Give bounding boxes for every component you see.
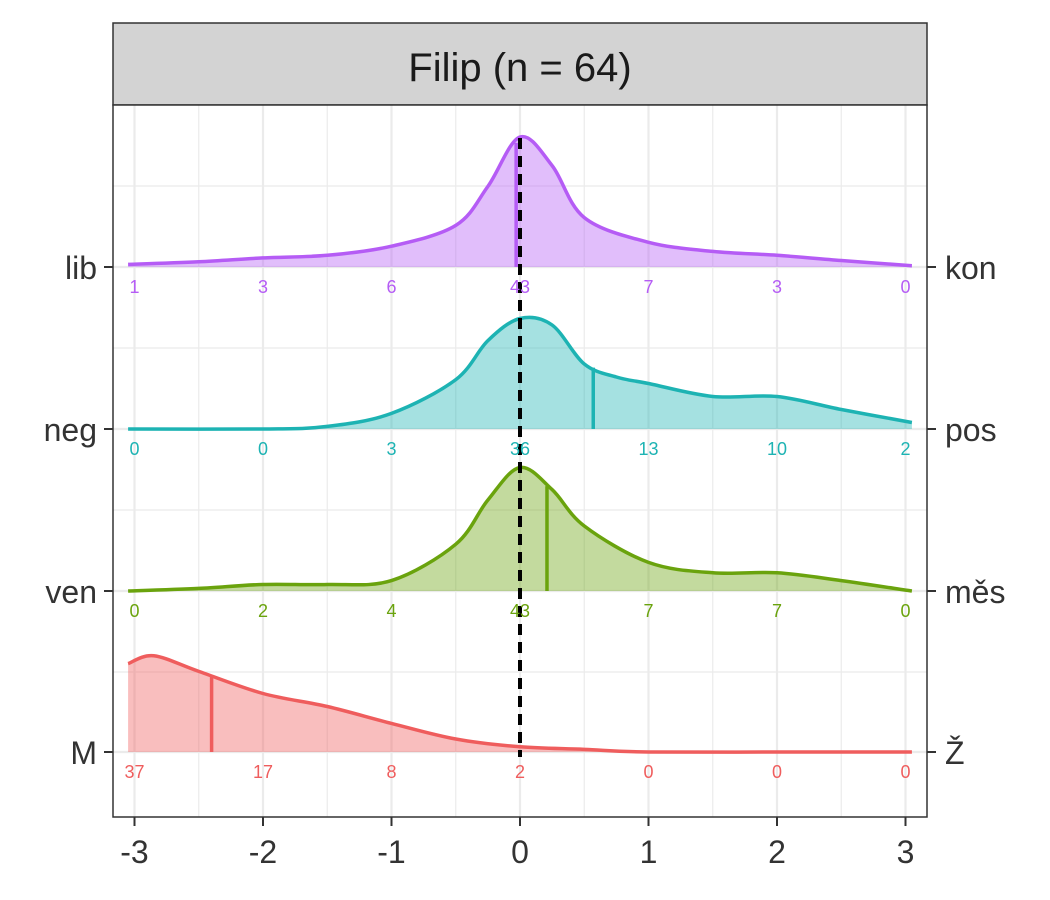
x-tick-label: 1 <box>640 834 658 870</box>
count-label: 7 <box>643 277 653 297</box>
count-label: 6 <box>386 277 396 297</box>
facet-strip <box>112 22 928 106</box>
ridge-area <box>128 467 912 591</box>
count-label: 0 <box>900 762 910 782</box>
x-tick-label: 0 <box>511 834 529 870</box>
count-label: 37 <box>124 762 144 782</box>
count-label: 2 <box>515 762 525 782</box>
count-label: 2 <box>900 439 910 459</box>
x-tick-label: -2 <box>249 834 277 870</box>
ridge-line <box>128 315 913 431</box>
count-label: 0 <box>772 762 782 782</box>
count-label: 3 <box>258 277 268 297</box>
y-label-left: ven <box>45 574 97 610</box>
ridge-line <box>127 653 912 754</box>
ridge-area <box>128 655 912 753</box>
count-label: 8 <box>386 762 396 782</box>
count-label: 4 <box>386 601 396 621</box>
count-label: 13 <box>638 439 658 459</box>
count-label: 0 <box>258 439 268 459</box>
count-label: 0 <box>129 439 139 459</box>
y-label-left: M <box>70 735 97 771</box>
y-label-right: měs <box>945 574 1005 610</box>
count-label: 43 <box>510 601 530 621</box>
count-label: 3 <box>772 277 782 297</box>
x-tick-label: -3 <box>120 834 148 870</box>
count-label: 3 <box>386 439 396 459</box>
y-label-right: Ž <box>945 735 965 771</box>
y-label-right: pos <box>945 412 997 448</box>
x-tick-label: 2 <box>768 834 786 870</box>
panel-title: Filip (n = 64) <box>408 46 631 90</box>
count-label: 0 <box>129 601 139 621</box>
ridge-line <box>128 134 913 268</box>
count-labels: 1 3 6 43 7 3 00 0 3 36 13 10 20 2 4 43 7 7 037 17 8 2 0 0 0 <box>124 277 910 782</box>
count-label: 2 <box>258 601 268 621</box>
count-label: 43 <box>510 277 530 297</box>
y-label-left: neg <box>44 412 97 448</box>
count-label: 0 <box>643 762 653 782</box>
count-label: 0 <box>900 601 910 621</box>
count-label: 17 <box>253 762 273 782</box>
count-label: 36 <box>510 439 530 459</box>
x-tick-label: 3 <box>897 834 915 870</box>
y-label-right: kon <box>945 250 997 286</box>
count-label: 7 <box>772 601 782 621</box>
x-tick-label: -1 <box>377 834 405 870</box>
count-label: 0 <box>900 277 910 297</box>
count-label: 10 <box>767 439 787 459</box>
y-label-left: lib <box>65 250 97 286</box>
axes: -3 -2 -1 0 1 2 3 lib kon neg pos ven měs M Ž <box>44 250 1006 870</box>
count-label: 1 <box>129 277 139 297</box>
count-label: 7 <box>643 601 653 621</box>
